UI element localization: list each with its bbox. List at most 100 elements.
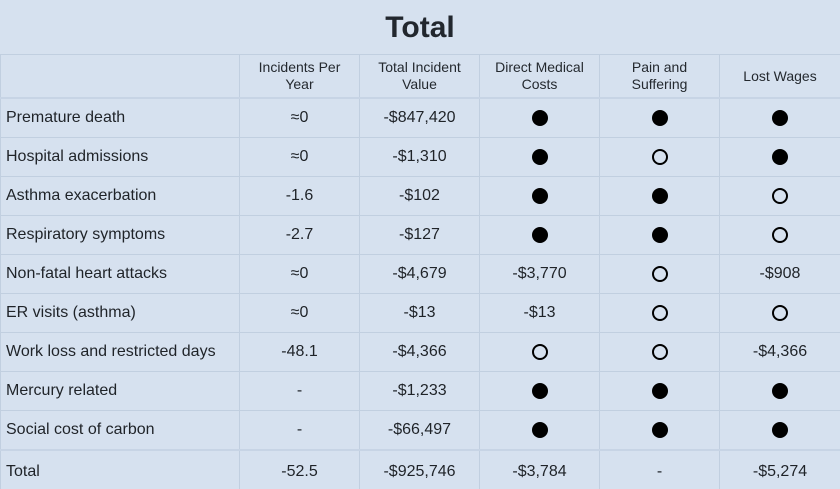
empty-dot-icon xyxy=(651,343,668,360)
table-row: Asthma exacerbation -1.6 -$102 xyxy=(0,176,840,216)
row-label: Work loss and restricted days xyxy=(0,332,240,372)
cell-value: ≈0 xyxy=(290,304,309,321)
incidents-cell: -2.7 xyxy=(239,215,360,255)
pain-suffering-cell: - xyxy=(599,449,720,489)
pain-suffering-cell xyxy=(599,176,720,216)
empty-dot-icon xyxy=(651,148,668,165)
cell-value: -1.6 xyxy=(285,187,314,204)
filled-dot-icon xyxy=(531,187,548,204)
table-row: Social cost of carbon - -$66,497 xyxy=(0,410,840,451)
table-row: ER visits (asthma) ≈0 -$13 -$13 xyxy=(0,293,840,333)
filled-dot-icon xyxy=(772,148,788,165)
empty-dot-icon xyxy=(772,304,788,321)
total-value-cell: -$1,310 xyxy=(359,137,480,177)
pain-suffering-cell xyxy=(599,137,720,177)
incidents-cell: -1.6 xyxy=(239,176,360,216)
lost-wages-cell xyxy=(719,293,840,333)
total-value-cell: -$847,420 xyxy=(359,97,480,138)
direct-medical-cell: -$3,784 xyxy=(479,449,600,489)
filled-dot-icon xyxy=(531,421,548,438)
header-direct-medical: Direct Medical Costs xyxy=(479,54,600,99)
cell-value: -2.7 xyxy=(285,226,314,243)
empty-dot-icon xyxy=(531,343,548,360)
direct-medical-cell xyxy=(479,137,600,177)
incidents-cell: - xyxy=(239,371,360,411)
total-value-cell: -$13 xyxy=(359,293,480,333)
pain-suffering-cell xyxy=(599,332,720,372)
cell-value: -$4,679 xyxy=(392,265,447,282)
filled-dot-icon xyxy=(651,226,668,243)
filled-dot-icon xyxy=(651,421,668,438)
cell-value: -$66,497 xyxy=(387,421,452,438)
cell-value: ≈0 xyxy=(290,148,309,165)
empty-dot-icon xyxy=(772,226,788,243)
cell-value: -$13 xyxy=(523,304,556,321)
cell-value: -52.5 xyxy=(281,463,318,480)
table-row: Respiratory symptoms -2.7 -$127 xyxy=(0,215,840,255)
total-value-cell: -$1,233 xyxy=(359,371,480,411)
row-label: Asthma exacerbation xyxy=(0,176,240,216)
cell-value: -$4,366 xyxy=(392,343,447,360)
lost-wages-cell: -$5,274 xyxy=(719,449,840,489)
empty-dot-icon xyxy=(772,187,788,204)
cell-value: -$127 xyxy=(399,226,440,243)
direct-medical-cell xyxy=(479,176,600,216)
pain-suffering-cell xyxy=(599,293,720,333)
pain-suffering-cell xyxy=(599,254,720,294)
cell-value: -$3,770 xyxy=(512,265,567,282)
incidents-cell: ≈0 xyxy=(239,293,360,333)
filled-dot-icon xyxy=(651,382,668,399)
filled-dot-icon xyxy=(531,382,548,399)
cell-value: ≈0 xyxy=(290,265,309,282)
header-lost-wages: Lost Wages xyxy=(719,54,840,99)
pain-suffering-cell xyxy=(599,410,720,451)
cell-value: -$847,420 xyxy=(383,109,456,126)
header-total-value: Total Incident Value xyxy=(359,54,480,99)
cell-value: -$4,366 xyxy=(752,343,808,360)
pain-suffering-cell xyxy=(599,215,720,255)
cell-value: -$13 xyxy=(403,304,436,321)
lost-wages-cell xyxy=(719,410,840,451)
direct-medical-cell xyxy=(479,371,600,411)
cell-value: -$5,274 xyxy=(752,463,808,480)
filled-dot-icon xyxy=(772,421,788,438)
cell-value: - xyxy=(656,463,663,480)
filled-dot-icon xyxy=(772,109,788,126)
incidents-cell: -48.1 xyxy=(239,332,360,372)
table-row: Hospital admissions ≈0 -$1,310 xyxy=(0,137,840,177)
cell-value: -$102 xyxy=(399,187,440,204)
filled-dot-icon xyxy=(531,226,548,243)
cost-table: Incidents Per Year Total Incident Value … xyxy=(0,54,840,489)
cell-value: -$908 xyxy=(759,265,801,282)
pain-suffering-cell xyxy=(599,371,720,411)
header-row: Incidents Per Year Total Incident Value … xyxy=(0,54,840,99)
total-value-cell: -$925,746 xyxy=(359,449,480,489)
filled-dot-icon xyxy=(651,109,668,126)
total-value-cell: -$4,679 xyxy=(359,254,480,294)
filled-dot-icon xyxy=(531,148,548,165)
total-value-cell: -$102 xyxy=(359,176,480,216)
total-value-cell: -$66,497 xyxy=(359,410,480,451)
incidents-cell: ≈0 xyxy=(239,97,360,138)
table-header: Incidents Per Year Total Incident Value … xyxy=(0,54,840,99)
lost-wages-cell: -$908 xyxy=(719,254,840,294)
row-label: Respiratory symptoms xyxy=(0,215,240,255)
direct-medical-cell xyxy=(479,332,600,372)
row-label: Premature death xyxy=(0,97,240,138)
lost-wages-cell xyxy=(719,137,840,177)
header-pain-suffering: Pain and Suffering xyxy=(599,54,720,99)
table-row: Premature death ≈0 -$847,420 xyxy=(0,97,840,138)
pain-suffering-cell xyxy=(599,97,720,138)
lost-wages-cell xyxy=(719,215,840,255)
incidents-cell: ≈0 xyxy=(239,254,360,294)
row-label: Non-fatal heart attacks xyxy=(0,254,240,294)
table-body: Premature death ≈0 -$847,420 Hospital admis… xyxy=(0,97,840,489)
total-row: Total -52.5 -$925,746 -$3,784 - -$5,274 xyxy=(0,449,840,489)
direct-medical-cell xyxy=(479,97,600,138)
cell-value: - xyxy=(296,421,303,438)
lost-wages-cell xyxy=(719,371,840,411)
direct-medical-cell xyxy=(479,410,600,451)
lost-wages-cell xyxy=(719,176,840,216)
incidents-cell: ≈0 xyxy=(239,137,360,177)
